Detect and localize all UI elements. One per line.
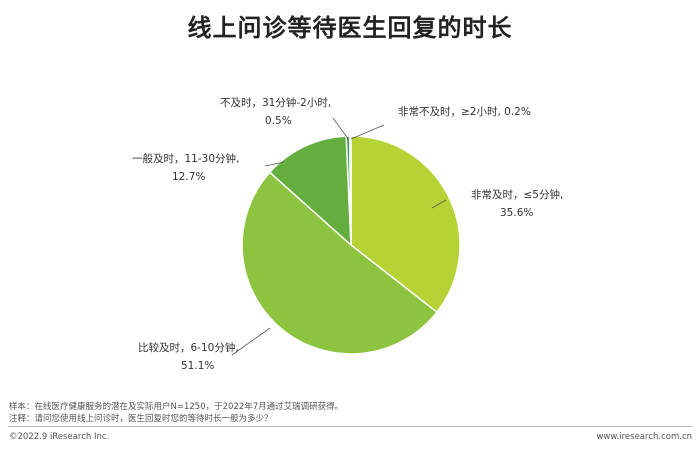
footnotes: 样本：在线医疗健康服务的潜在及实际用户N=1250，于2022年7月通过艾瑞调研… — [9, 401, 343, 425]
slice-label-very-untimely: 非常不及时，≥2小时, 0.2% — [398, 105, 531, 118]
question-note: 注释：请问您使用线上问诊时，医生回复时您的等待时长一般为多少？ — [9, 414, 273, 424]
slice-pct-fairly-timely: 51.1% — [181, 360, 214, 372]
leader-line-very-untimely — [350, 124, 385, 140]
pie-slice-very-timely — [350, 135, 461, 314]
pie-slice-very-untimely — [348, 135, 352, 246]
slice-label-very-timely: 非常及时，≤5分钟, — [471, 188, 563, 201]
slice-pct-average: 12.7% — [172, 171, 205, 183]
leader-line-not-timely — [332, 117, 350, 141]
pie-slices — [241, 135, 461, 355]
leader-line-fairly-timely — [231, 327, 271, 356]
chart-title: 线上问诊等待医生回复的时长 — [187, 14, 513, 42]
slice-label-not-timely: 不及时，31分钟-2小时, — [220, 96, 331, 109]
slice-pct-very-timely: 35.6% — [500, 207, 533, 219]
leader-lines — [231, 117, 447, 356]
copyright: ©2022.9 iResearch Inc. — [9, 432, 110, 442]
pie-slice-average — [268, 135, 352, 247]
website: www.iresearch.com.cn — [596, 432, 692, 442]
slice-label-average: 一般及时，11-30分钟, — [132, 152, 239, 165]
pie-chart: 非常及时，≤5分钟, 35.6% 比较及时，6-10分钟, 51.1% 一般及时… — [132, 96, 563, 372]
pie-slice-fairly-timely — [241, 171, 438, 355]
sample-note: 样本：在线医疗健康服务的潜在及实际用户N=1250，于2022年7月通过艾瑞调研… — [9, 402, 344, 412]
leader-line-very-timely — [431, 199, 447, 209]
slice-label-fairly-timely: 比较及时，6-10分钟, — [138, 341, 239, 354]
divider — [8, 426, 692, 427]
leader-line-average — [264, 161, 285, 167]
slice-pct-not-timely: 0.5% — [265, 115, 292, 127]
